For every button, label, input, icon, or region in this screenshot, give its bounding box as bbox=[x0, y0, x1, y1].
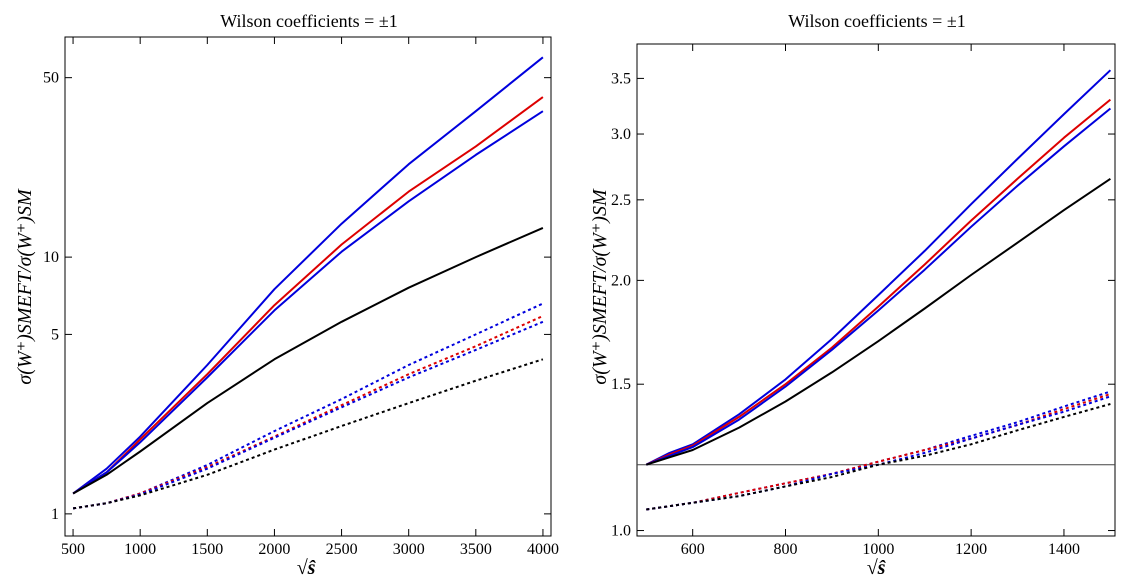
series-line-3 bbox=[72, 110, 544, 495]
x-tick-label: 1200 bbox=[955, 541, 987, 558]
y-tick-label: 1.5 bbox=[611, 376, 631, 393]
series-line-6 bbox=[646, 393, 1111, 511]
series-line-8 bbox=[72, 358, 544, 510]
x-tick-label: 800 bbox=[774, 541, 798, 558]
series-line-4 bbox=[72, 226, 544, 495]
x-tick-label: 1000 bbox=[862, 541, 894, 558]
chart-left: Wilson coefficients = ±1 500 1000 1500 2000… bbox=[14, 11, 559, 579]
series-line-6 bbox=[72, 315, 544, 510]
series-lines bbox=[645, 69, 1112, 511]
y-axis-label: σ(W⁺)SMEFT/σ(W⁺)SM bbox=[589, 188, 611, 385]
y-tick-label: 2.5 bbox=[611, 192, 631, 209]
y-axis-label-text: σ(W⁺)SMEFT/σ(W⁺)SM bbox=[14, 188, 36, 385]
series-line-3 bbox=[645, 107, 1112, 466]
y-tick-label: 3.5 bbox=[611, 70, 631, 87]
x-tick-label: 1500 bbox=[191, 541, 223, 558]
series-line-5 bbox=[646, 390, 1111, 511]
y-tick-label: 1.0 bbox=[611, 523, 631, 540]
series-line-1 bbox=[645, 69, 1112, 466]
series-line-8 bbox=[646, 403, 1111, 511]
x-tick-label: 3000 bbox=[393, 541, 425, 558]
chart-title: Wilson coefficients = ±1 bbox=[220, 11, 397, 31]
x-tick-label: 3500 bbox=[460, 541, 492, 558]
series-line-2 bbox=[645, 98, 1112, 466]
y-tick-label: 1 bbox=[51, 506, 59, 523]
plot-frame bbox=[636, 43, 1116, 537]
series-line-7 bbox=[646, 395, 1111, 511]
plot-frame bbox=[64, 36, 552, 537]
x-tick-label: 1400 bbox=[1048, 541, 1080, 558]
x-tick-label: 2500 bbox=[326, 541, 358, 558]
series-line-5 bbox=[72, 302, 544, 510]
series-lines bbox=[72, 56, 544, 510]
x-tick-label: 500 bbox=[61, 541, 85, 558]
y-tick-label: 50 bbox=[43, 70, 59, 87]
axis-ticks: 600 800 1000 1200 1400 1.0 1.5 2.0 2.5 3.0 3.5 bbox=[611, 44, 1115, 558]
axis-ticks: 500 1000 1500 2000 2500 3000 3500 4000 1 5 10 50 bbox=[43, 37, 559, 558]
x-tick-label: 600 bbox=[681, 541, 705, 558]
y-axis-label: σ(W⁺)SMEFT/σ(W⁺)SM bbox=[14, 188, 36, 385]
y-tick-label: 2.0 bbox=[611, 272, 631, 289]
series-line-7 bbox=[72, 320, 544, 510]
series-line-1 bbox=[72, 56, 544, 495]
x-tick-label: 4000 bbox=[527, 541, 559, 558]
y-tick-label: 10 bbox=[43, 249, 59, 266]
x-tick-label: 1000 bbox=[124, 541, 156, 558]
x-tick-label: 2000 bbox=[258, 541, 290, 558]
x-axis-label: √ŝ bbox=[867, 557, 887, 579]
y-tick-label: 5 bbox=[51, 326, 59, 343]
chart-title: Wilson coefficients = ±1 bbox=[788, 11, 965, 31]
x-axis-label: √ŝ bbox=[297, 557, 317, 579]
series-line-4 bbox=[645, 177, 1111, 466]
chart-right: Wilson coefficients = ±1 600 800 1000 1200 1… bbox=[589, 11, 1116, 579]
y-axis-label-text: σ(W⁺)SMEFT/σ(W⁺)SM bbox=[589, 188, 611, 385]
y-tick-label: 3.0 bbox=[611, 126, 631, 143]
